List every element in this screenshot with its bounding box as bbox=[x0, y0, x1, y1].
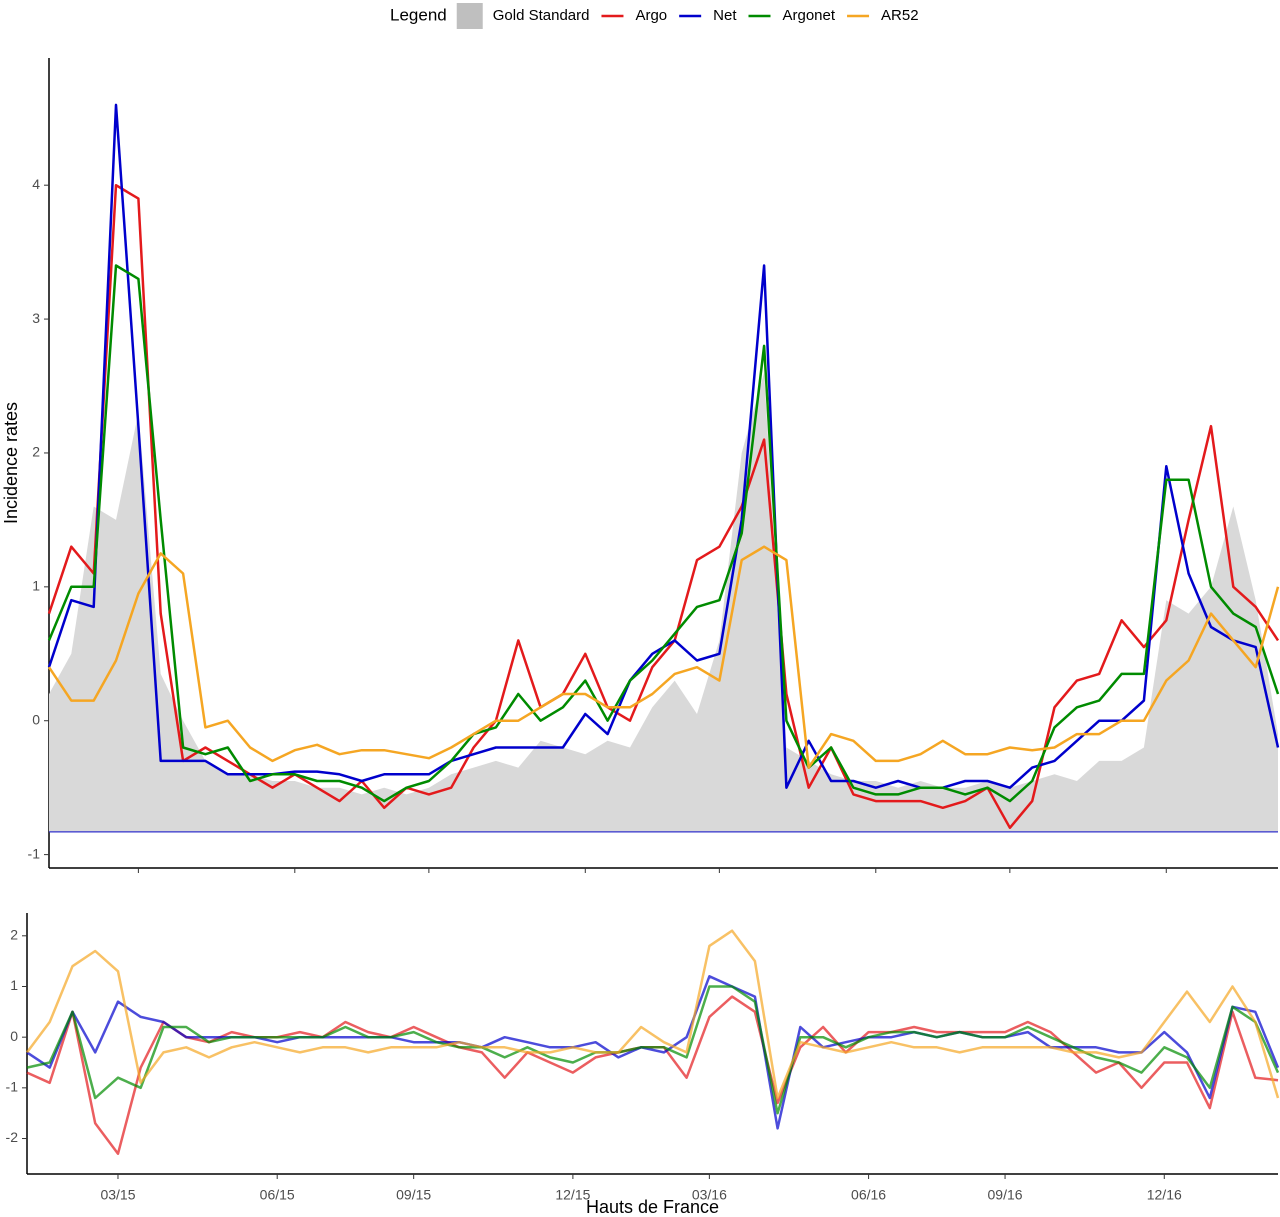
line bbox=[25, 929, 1280, 1100]
legend-label: Argonet bbox=[783, 7, 836, 24]
y-tick-label: 4 bbox=[32, 176, 40, 192]
y-tick-label: -1 bbox=[28, 845, 41, 861]
line bbox=[47, 183, 1280, 830]
y-tick-label: 0 bbox=[32, 711, 40, 727]
y-tick-label: 1 bbox=[32, 578, 40, 594]
legend-key bbox=[456, 3, 483, 29]
legend-label: Net bbox=[713, 7, 737, 24]
x-tick-label: 09/16 bbox=[988, 1187, 1023, 1203]
line bbox=[47, 264, 1280, 803]
line bbox=[47, 545, 1280, 769]
x-tick-label: 03/16 bbox=[692, 1187, 727, 1203]
area bbox=[49, 372, 1278, 832]
y-tick-label: 2 bbox=[10, 927, 18, 943]
legend-label: Argo bbox=[635, 7, 667, 24]
y-axis-title: Incidence rates bbox=[1, 402, 21, 524]
y-tick-label: 2 bbox=[32, 444, 40, 460]
x-tick-label: 03/15 bbox=[100, 1187, 135, 1203]
x-tick-label: 06/16 bbox=[851, 1187, 886, 1203]
legend-title: Legend bbox=[390, 5, 447, 24]
x-tick-label: 09/15 bbox=[396, 1187, 431, 1203]
legend-label: AR52 bbox=[881, 7, 919, 24]
y-tick-label: 3 bbox=[32, 310, 40, 326]
y-tick-label: -2 bbox=[6, 1129, 19, 1145]
x-tick-label: 12/15 bbox=[555, 1187, 590, 1203]
y-tick-label: 0 bbox=[10, 1028, 18, 1044]
y-tick-label: -1 bbox=[6, 1079, 19, 1095]
legend-label: Gold Standard bbox=[493, 7, 590, 24]
x-axis-title: Hauts de France bbox=[586, 1197, 719, 1217]
x-tick-label: 06/15 bbox=[260, 1187, 295, 1203]
line bbox=[26, 985, 1280, 1115]
line bbox=[26, 995, 1279, 1155]
x-tick-label: 12/16 bbox=[1147, 1187, 1182, 1203]
y-tick-label: 1 bbox=[10, 977, 18, 993]
